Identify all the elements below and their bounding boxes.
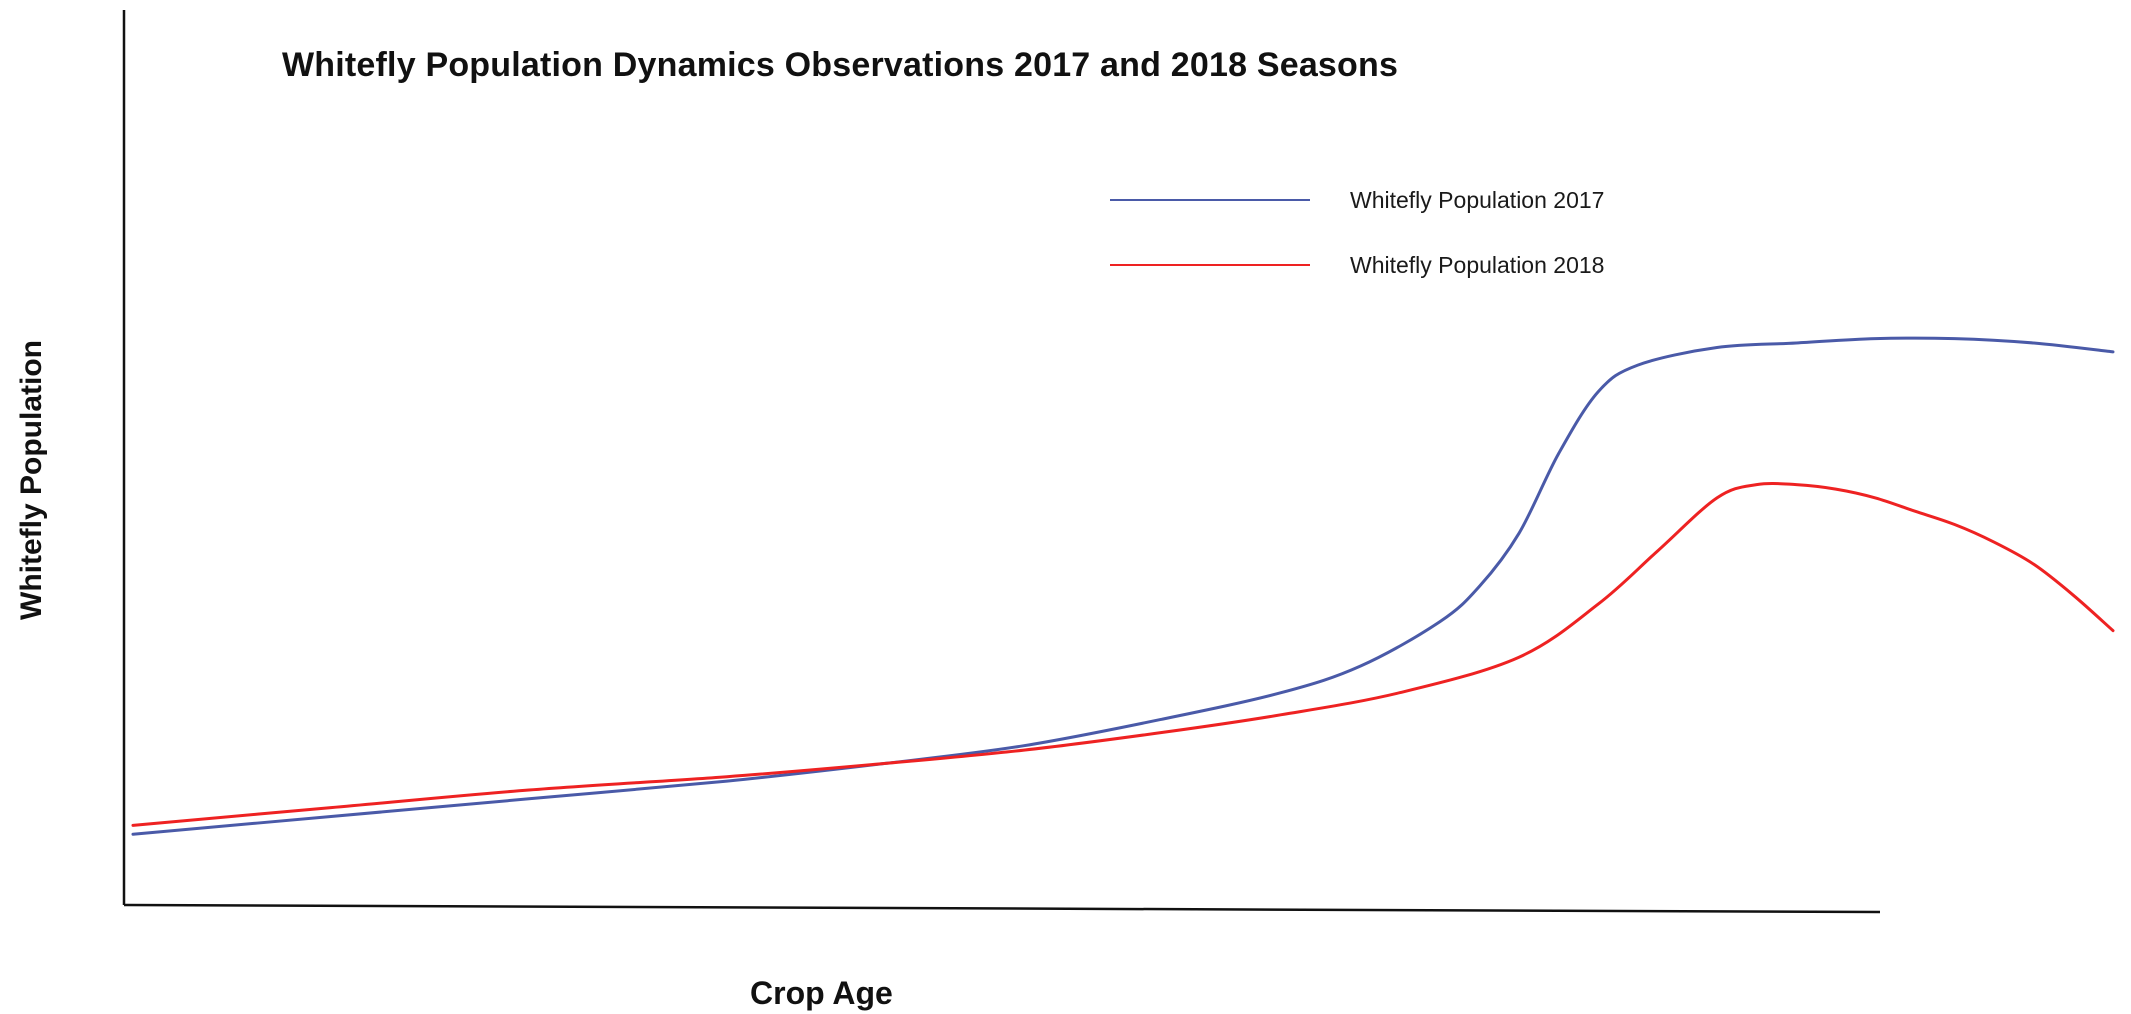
legend-label-2017: Whitefly Population 2017 (1350, 187, 1605, 213)
legend-swatch-2018 (1110, 264, 1310, 266)
series-line-2017 (131, 336, 2115, 836)
y-axis-label: Whitefly Population (15, 340, 48, 620)
legend-item-2018: Whitefly Population 2018 (1110, 245, 1710, 285)
series-line-2018 (131, 481, 2115, 827)
x-axis-label: Crop Age (750, 975, 893, 1011)
legend-item-2017: Whitefly Population 2017 (1110, 180, 1710, 220)
legend-swatch-2017 (1110, 199, 1310, 201)
x-axis-line (123, 903, 1881, 914)
chart-title: Whitefly Population Dynamics Observation… (282, 46, 1399, 84)
legend-label-2018: Whitefly Population 2018 (1350, 252, 1605, 278)
legend: Whitefly Population 2017 Whitefly Popula… (1110, 180, 1710, 290)
